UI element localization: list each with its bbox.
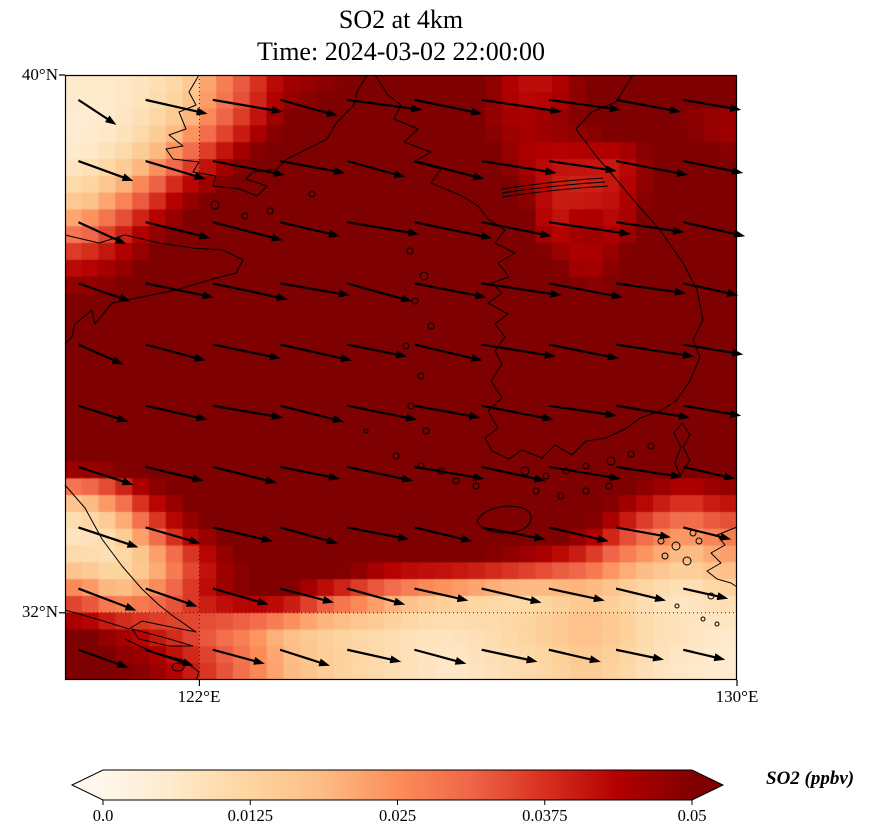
chart-title-block: SO2 at 4km Time: 2024-03-02 22:00:00 bbox=[65, 4, 737, 68]
colorbar-svg: 0.0 0.0125 0.025 0.0375 0.05 bbox=[70, 769, 725, 825]
colorbar-label: SO2 (ppbv) bbox=[766, 768, 855, 789]
chart-subtitle: Time: 2024-03-02 22:00:00 bbox=[257, 37, 545, 66]
xtick-label-122e: 122°E bbox=[177, 687, 221, 706]
map-overlay-svg bbox=[59, 74, 746, 686]
colorbar-tick-label: 0.0 bbox=[93, 806, 114, 825]
map-plot-area bbox=[59, 74, 746, 686]
colorbar-tick-label: 0.025 bbox=[379, 806, 416, 825]
chart-title: SO2 at 4km bbox=[338, 5, 464, 34]
ytick-label-40n: 40°N bbox=[21, 65, 58, 84]
ytick-label-32n: 32°N bbox=[21, 602, 58, 621]
colorbar-tick-label: 0.0125 bbox=[228, 806, 273, 825]
colorbar-tick-label: 0.0375 bbox=[522, 806, 567, 825]
xtick-label-130e: 130°E bbox=[715, 687, 759, 706]
colorbar-tick-label: 0.05 bbox=[678, 806, 707, 825]
